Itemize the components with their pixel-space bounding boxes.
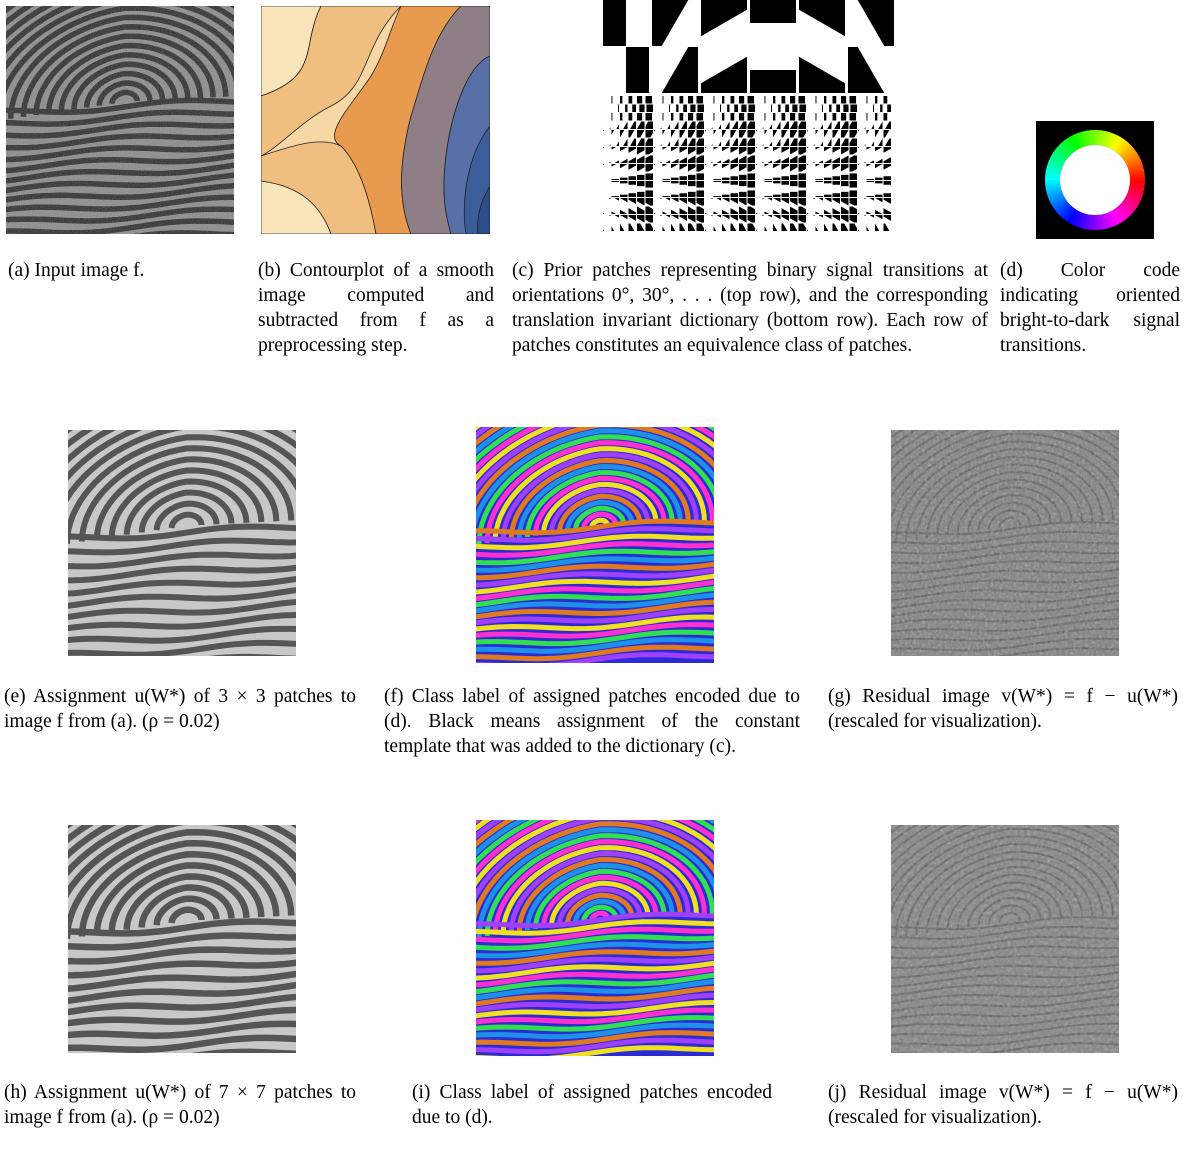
input-fingerprint-image	[6, 6, 234, 234]
caption-a: (a) Input image f.	[8, 258, 233, 283]
caption-b-text: Contourplot of a smooth image computed a…	[258, 260, 495, 356]
class-label-image-3x3	[476, 427, 714, 663]
caption-a-label: (a)	[8, 260, 30, 281]
residual-image-3x3	[891, 430, 1119, 656]
caption-b: (b) Contourplot of a smooth image comput…	[258, 258, 494, 358]
color-wheel	[1036, 121, 1154, 239]
assignment-image-3x3	[68, 430, 296, 656]
caption-c-text: Prior patches representing binary signal…	[512, 260, 988, 356]
caption-d-label: (d)	[1000, 260, 1023, 281]
caption-e-label: (e)	[4, 686, 26, 707]
caption-d: (d) Color code indicating oriented brigh…	[1000, 258, 1180, 358]
caption-i-text: Class label of assigned patches encoded …	[412, 1082, 772, 1128]
residual-image-7x7	[891, 825, 1119, 1053]
caption-c-label: (c)	[512, 260, 534, 281]
contour-plot	[261, 6, 490, 234]
caption-g: (g) Residual image v(W*) = f − u(W*) (re…	[828, 684, 1178, 734]
dictionary-patches	[603, 0, 896, 236]
assignment-image-7x7	[68, 825, 296, 1053]
caption-f-text: Class label of assigned patches encoded …	[384, 686, 801, 757]
class-label-image-7x7	[476, 820, 714, 1056]
caption-h: (h) Assignment u(W*) of 7 × 7 patches to…	[4, 1080, 356, 1130]
caption-i-label: (i)	[412, 1082, 431, 1103]
caption-c: (c) Prior patches representing binary si…	[512, 258, 988, 358]
caption-i: (i) Class label of assigned patches enco…	[412, 1080, 772, 1130]
caption-f-label: (f)	[384, 686, 404, 707]
caption-a-text: Input image f.	[34, 260, 145, 281]
caption-h-text: Assignment u(W*) of 7 × 7 patches to ima…	[4, 1082, 356, 1128]
caption-b-label: (b)	[258, 260, 281, 281]
caption-e-text: Assignment u(W*) of 3 × 3 patches to ima…	[4, 686, 356, 732]
caption-e: (e) Assignment u(W*) of 3 × 3 patches to…	[4, 684, 356, 734]
caption-j: (j) Residual image v(W*) = f − u(W*) (re…	[828, 1080, 1178, 1130]
caption-f: (f) Class label of assigned patches enco…	[384, 684, 800, 759]
caption-d-text: Color code indicating oriented bright-to…	[1000, 260, 1181, 356]
caption-h-label: (h)	[4, 1082, 27, 1103]
caption-j-label: (j)	[828, 1082, 847, 1103]
caption-g-text: Residual image v(W*) = f − u(W*) (rescal…	[828, 686, 1178, 732]
caption-g-label: (g)	[828, 686, 851, 707]
caption-j-text: Residual image v(W*) = f − u(W*) (rescal…	[828, 1082, 1178, 1128]
